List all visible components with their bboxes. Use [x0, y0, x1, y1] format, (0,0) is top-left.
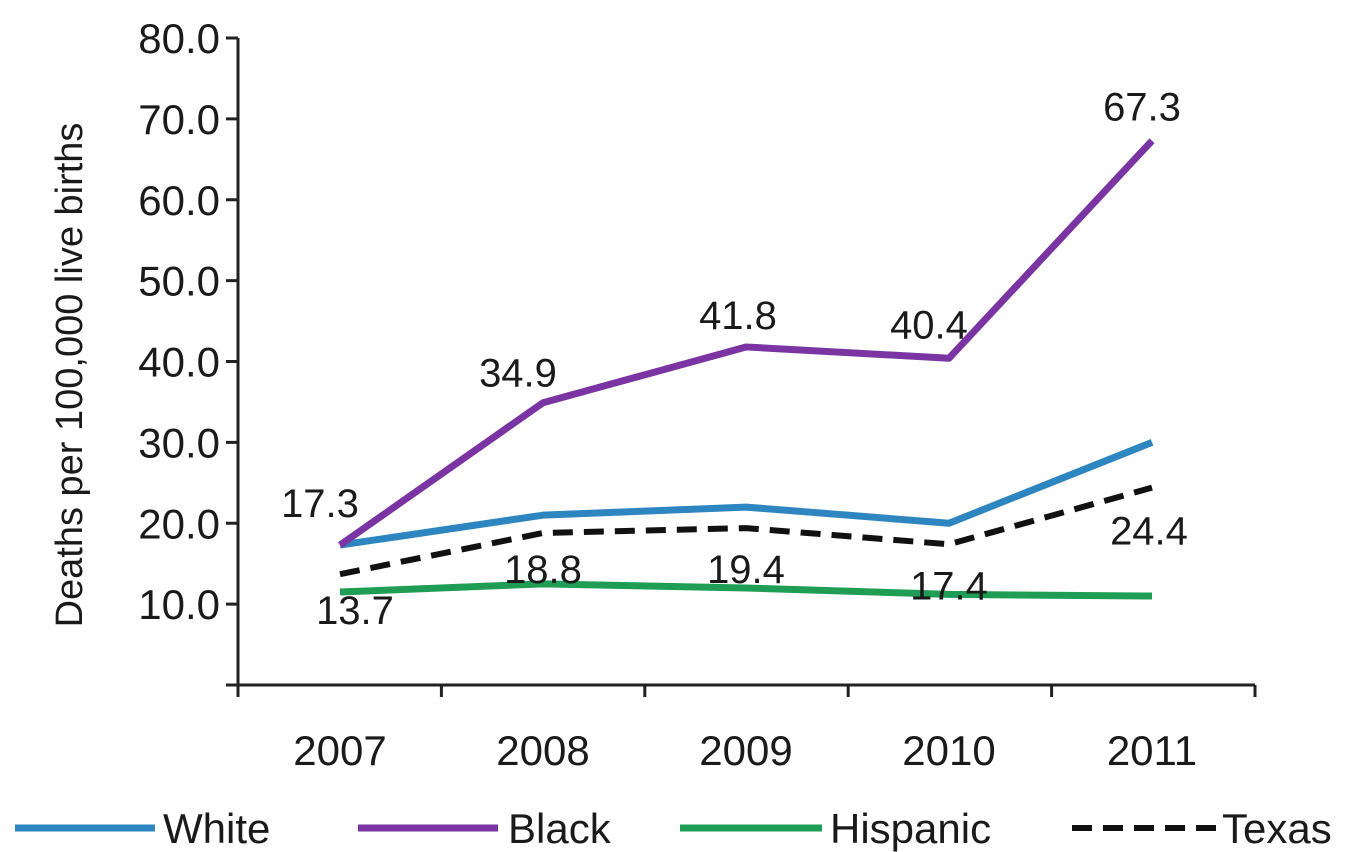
data-label-texas: 18.8	[504, 548, 582, 592]
data-label-black: 40.4	[890, 303, 968, 347]
x-tick-label: 2007	[293, 727, 386, 774]
series-line-hispanic	[339, 580, 1153, 600]
legend-label: Black	[508, 805, 612, 852]
y-axis: 80.0 70.0 60.0 50.0 40.0 30.0 20.0 10.0	[138, 15, 240, 687]
y-tick-label: 60.0	[138, 177, 220, 224]
x-axis: 2007 2008 2009 2010 2011	[236, 683, 1257, 774]
data-label-texas: 13.7	[316, 589, 394, 633]
x-tick-label: 2011	[1107, 727, 1197, 774]
series-lines	[337, 138, 1155, 600]
y-tick-label: 30.0	[138, 419, 220, 466]
legend-item-black: Black	[358, 805, 612, 852]
data-labels: 17.3 34.9 41.8 40.4 67.3 13.7 18.8 19.4 17.4 24.4	[281, 86, 1188, 633]
data-label-black: 67.3	[1103, 86, 1181, 130]
legend-label: Hispanic	[830, 805, 991, 852]
x-tick-label: 2010	[902, 727, 995, 774]
y-tick-label: 40.0	[138, 339, 220, 386]
legend-label: White	[163, 805, 270, 852]
legend: White Black Hispanic Texas	[15, 805, 1332, 852]
data-label-black: 41.8	[699, 294, 777, 338]
legend-item-white: White	[15, 805, 270, 852]
data-label-black: 17.3	[281, 482, 359, 526]
y-axis-label: Deaths per 100,000 live births	[49, 123, 91, 628]
x-tick-label: 2009	[699, 727, 792, 774]
data-label-texas: 17.4	[910, 564, 988, 608]
series-line-white	[339, 439, 1154, 549]
x-tick-label: 2008	[496, 727, 589, 774]
y-tick-label: 70.0	[138, 96, 220, 143]
data-label-texas: 19.4	[707, 548, 785, 592]
legend-label: Texas	[1222, 805, 1332, 852]
y-tick-label: 50.0	[138, 258, 220, 305]
data-label-texas: 24.4	[1110, 510, 1188, 554]
y-tick-label: 80.0	[138, 15, 220, 62]
y-tick-label: 10.0	[138, 581, 220, 628]
series-line-black	[337, 138, 1155, 548]
legend-item-hispanic: Hispanic	[680, 805, 991, 852]
y-tick-label: 20.0	[138, 500, 220, 547]
series-line-texas	[339, 484, 1153, 578]
data-label-black: 34.9	[479, 352, 557, 396]
legend-item-texas: Texas	[1072, 805, 1332, 852]
